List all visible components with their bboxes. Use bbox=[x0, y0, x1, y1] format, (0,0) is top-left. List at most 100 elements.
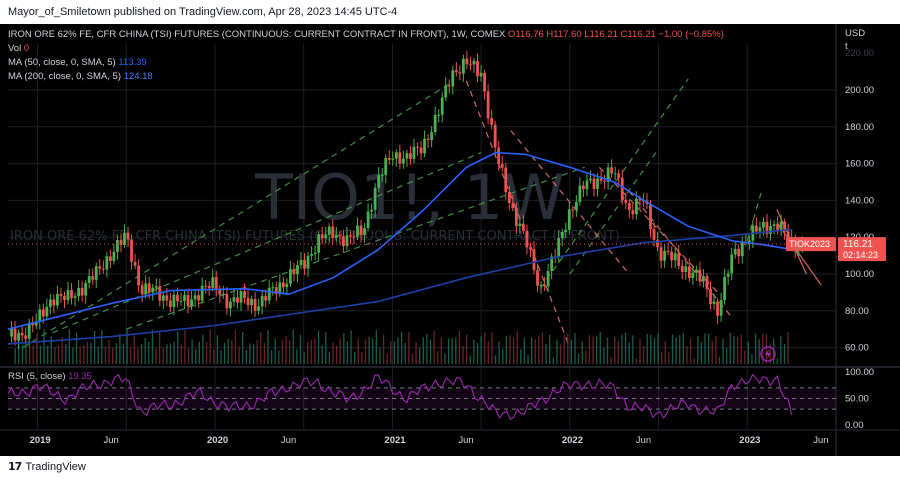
volume-bar bbox=[169, 343, 172, 364]
volume-bar bbox=[534, 339, 536, 364]
volume-bar bbox=[220, 350, 222, 364]
candle-body bbox=[218, 289, 222, 295]
volume-bar bbox=[191, 339, 193, 364]
chart-area[interactable]: TIO1!, 1W IRON ORE 62% FE, CFR CHINA (TSI… bbox=[0, 24, 900, 456]
candle-body bbox=[610, 167, 614, 174]
price-tick-label: 220.00 bbox=[845, 48, 874, 59]
channel-line-red bbox=[465, 80, 571, 348]
volume-bar bbox=[166, 344, 168, 364]
volume-bar bbox=[368, 336, 370, 364]
candle-body bbox=[24, 335, 28, 339]
candle-body bbox=[670, 251, 674, 261]
candle-body bbox=[532, 249, 536, 271]
candle-body bbox=[458, 72, 462, 74]
rsi-legend: RSI (5, close) 19.35 bbox=[8, 371, 92, 382]
volume-bar bbox=[137, 348, 139, 364]
candle-body bbox=[606, 167, 610, 182]
volume-bar bbox=[465, 334, 468, 364]
candle-body bbox=[186, 295, 190, 307]
candle-body bbox=[324, 234, 328, 239]
volume-bar bbox=[729, 332, 731, 364]
candle-body bbox=[285, 283, 289, 288]
tradingview-logo[interactable]: 17 TradingView bbox=[8, 460, 86, 473]
volume-bar bbox=[32, 344, 34, 364]
candle-body bbox=[719, 300, 723, 316]
volume-bar bbox=[444, 353, 446, 364]
candle-body bbox=[112, 251, 116, 261]
volume-bar bbox=[596, 336, 598, 364]
volume-bar bbox=[697, 336, 699, 364]
volume-value: 0 bbox=[23, 43, 30, 54]
candle-body bbox=[673, 253, 677, 261]
volume-row: Vol 0 bbox=[8, 42, 724, 56]
volume-bar bbox=[213, 349, 215, 364]
volume-bar bbox=[527, 355, 529, 364]
volume-bar bbox=[25, 340, 27, 364]
volume-bar bbox=[661, 352, 663, 364]
candle-body bbox=[197, 295, 201, 301]
volume-bar bbox=[559, 344, 562, 364]
candle-body bbox=[730, 254, 734, 274]
volume-bar bbox=[14, 348, 16, 364]
candle-body bbox=[84, 282, 88, 296]
volume-bar bbox=[93, 330, 96, 364]
volume-bar bbox=[516, 331, 518, 364]
candle-body bbox=[327, 226, 331, 235]
volume-bar bbox=[307, 341, 309, 364]
candle-body bbox=[578, 185, 582, 202]
ma50-line bbox=[7, 151, 792, 330]
volume-bar bbox=[299, 334, 302, 364]
volume-bar bbox=[112, 347, 114, 364]
candle-body bbox=[94, 266, 98, 280]
candle-body bbox=[193, 295, 197, 300]
volume-bar bbox=[754, 333, 757, 364]
volume-bar bbox=[429, 339, 432, 364]
volume-bar bbox=[364, 339, 367, 364]
candle-body bbox=[405, 153, 409, 159]
volume-bar bbox=[642, 346, 645, 364]
candle-body bbox=[232, 297, 236, 302]
candle-body bbox=[133, 261, 137, 266]
volume-bar bbox=[68, 329, 70, 364]
channel-line-green bbox=[746, 189, 763, 242]
candle-body bbox=[529, 247, 532, 250]
volume-bar bbox=[270, 350, 273, 364]
candle-body bbox=[52, 299, 56, 306]
volume-bar bbox=[455, 337, 457, 364]
volume-bar bbox=[433, 330, 435, 364]
volume-bar bbox=[686, 346, 688, 364]
volume-bar bbox=[249, 343, 251, 364]
volume-bar bbox=[574, 332, 576, 364]
candle-body bbox=[461, 58, 465, 74]
candle-body bbox=[624, 199, 628, 203]
volume-bar bbox=[473, 340, 475, 364]
volume-bar bbox=[343, 333, 345, 364]
ma50-row: MA (50, close, 0, SMA, 5) 113.39 bbox=[8, 56, 724, 70]
volume-bar bbox=[577, 353, 580, 364]
candle-body bbox=[476, 61, 479, 77]
volume-bar bbox=[585, 350, 587, 364]
volume-bar bbox=[227, 339, 229, 364]
candle-body bbox=[320, 234, 324, 239]
ticker-tag-text: TIOK2023 bbox=[789, 239, 830, 249]
volume-bar bbox=[180, 344, 182, 364]
candle-body bbox=[253, 299, 257, 311]
volume-bar bbox=[707, 333, 710, 364]
candle-body bbox=[338, 234, 342, 237]
ticker-tag-bg bbox=[786, 237, 836, 252]
volume-bar bbox=[177, 331, 179, 364]
volume-bar bbox=[202, 334, 204, 364]
volume-bar bbox=[646, 333, 648, 364]
volume-bar bbox=[567, 333, 569, 364]
candle-body bbox=[292, 269, 296, 275]
candle-body bbox=[274, 287, 278, 294]
volume-bar bbox=[675, 337, 677, 364]
candle-body bbox=[31, 322, 35, 326]
candle-body bbox=[762, 221, 765, 228]
ohlc-low: L116.21 bbox=[584, 29, 618, 40]
channel-line-red bbox=[598, 166, 719, 293]
candle-body bbox=[733, 248, 737, 255]
ma200-row: MA (200, close, 0, SMA, 5) 124.18 bbox=[8, 70, 724, 84]
volume-bar bbox=[747, 341, 750, 364]
